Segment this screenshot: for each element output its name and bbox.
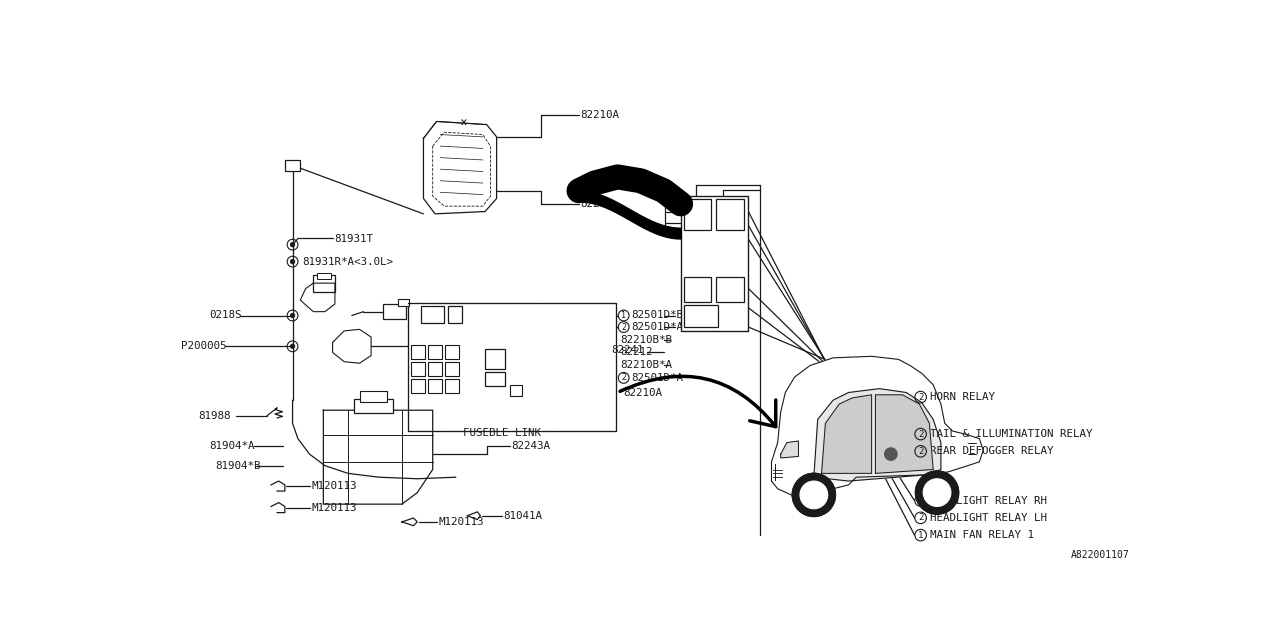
Bar [448, 307, 462, 323]
Text: 81988: 81988 [198, 411, 230, 420]
Circle shape [884, 448, 897, 460]
Text: 82243A: 82243A [511, 442, 550, 451]
Polygon shape [772, 356, 983, 497]
Text: M120113: M120113 [311, 503, 357, 513]
Bar [684, 305, 718, 327]
Text: 82212: 82212 [620, 348, 653, 358]
Text: HORN RELAY: HORN RELAY [929, 392, 995, 402]
Text: HEADLIGHT RELAY LH: HEADLIGHT RELAY LH [929, 513, 1047, 523]
Bar [428, 379, 442, 392]
Bar [485, 349, 506, 369]
Polygon shape [822, 395, 872, 474]
Circle shape [923, 479, 951, 506]
Bar [314, 275, 335, 292]
Text: 2: 2 [918, 447, 923, 456]
Text: 2: 2 [621, 323, 626, 332]
Text: 1: 1 [621, 311, 626, 320]
Polygon shape [781, 441, 799, 458]
Bar [428, 362, 442, 376]
Circle shape [291, 259, 294, 264]
Text: 81904*A: 81904*A [210, 442, 255, 451]
Bar [445, 362, 460, 376]
Bar [383, 304, 406, 319]
Text: 82210B*B: 82210B*B [620, 335, 672, 345]
Bar [428, 345, 442, 358]
Bar [681, 196, 749, 331]
Text: 81931T: 81931T [334, 234, 374, 243]
Text: 2: 2 [918, 392, 923, 402]
Bar [411, 345, 425, 358]
Bar [355, 399, 393, 413]
Text: 81041A: 81041A [503, 511, 543, 521]
Bar [411, 379, 425, 392]
Text: 82501D*B: 82501D*B [631, 310, 684, 321]
Circle shape [800, 481, 828, 509]
Text: 2: 2 [918, 496, 923, 505]
Text: 0218S: 0218S [209, 310, 242, 321]
Text: 82243: 82243 [581, 199, 613, 209]
Bar [716, 199, 744, 230]
Text: 82501D*A: 82501D*A [631, 373, 684, 383]
Bar [485, 372, 506, 385]
Text: FUSEBLE LINK: FUSEBLE LINK [463, 428, 541, 438]
Bar [421, 307, 444, 323]
Circle shape [291, 344, 294, 349]
Text: 81904*B: 81904*B [215, 461, 261, 470]
Text: TAIL & ILLUMINATION RELAY: TAIL & ILLUMINATION RELAY [929, 429, 1092, 439]
Bar [408, 303, 616, 431]
Text: 2: 2 [918, 429, 923, 438]
Text: HEADLIGHT RELAY RH: HEADLIGHT RELAY RH [929, 495, 1047, 506]
Text: 2: 2 [621, 373, 626, 382]
Text: 2: 2 [918, 513, 923, 522]
Polygon shape [876, 395, 933, 474]
Bar [509, 385, 522, 396]
Text: 82241: 82241 [612, 345, 644, 355]
Text: M120113: M120113 [311, 481, 357, 492]
Bar [317, 273, 332, 279]
Text: A822001107: A822001107 [1071, 550, 1129, 561]
Text: M120113: M120113 [438, 517, 484, 527]
Circle shape [792, 474, 836, 516]
Bar [716, 277, 744, 301]
Bar [684, 199, 712, 230]
Text: 82210B*A: 82210B*A [620, 360, 672, 370]
Bar [684, 277, 712, 301]
Bar [445, 345, 460, 358]
Text: P200005: P200005 [180, 341, 227, 351]
Circle shape [291, 243, 294, 247]
Bar [360, 391, 388, 402]
Text: 1: 1 [918, 531, 923, 540]
Polygon shape [814, 388, 941, 481]
FancyArrowPatch shape [620, 376, 776, 427]
Text: REAR DEFOGGER RELAY: REAR DEFOGGER RELAY [929, 446, 1053, 456]
Circle shape [915, 471, 959, 514]
Bar [445, 379, 460, 392]
Text: 82501D*A: 82501D*A [631, 322, 684, 332]
Bar [398, 298, 408, 307]
Text: MAIN FAN RELAY 1: MAIN FAN RELAY 1 [929, 530, 1034, 540]
Circle shape [291, 313, 294, 318]
Bar [411, 362, 425, 376]
Text: 82210A: 82210A [623, 387, 663, 397]
Bar [285, 160, 301, 171]
Bar [408, 303, 616, 431]
Text: 81931R*A<3.0L>: 81931R*A<3.0L> [302, 257, 393, 267]
Text: 82210A: 82210A [581, 110, 620, 120]
